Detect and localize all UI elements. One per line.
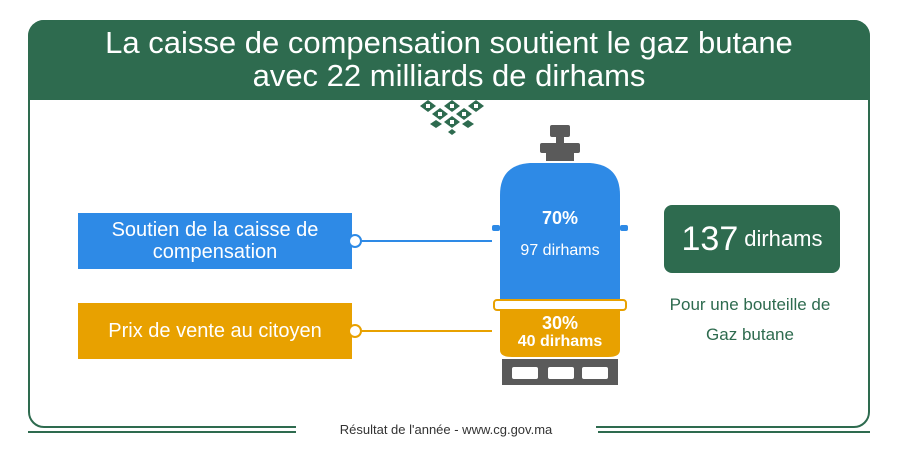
subsidy-percent: 70% xyxy=(541,208,579,228)
citizen-percent: 30% xyxy=(541,313,579,333)
footer-divider-right xyxy=(598,431,870,433)
page-title: La caisse de compensation soutient le ga… xyxy=(28,26,870,92)
title-line-1: La caisse de compensation soutient le ga… xyxy=(105,25,793,60)
footer-source: Résultat de l'année - www.cg.gov.ma xyxy=(296,422,596,437)
price-number: 137 xyxy=(681,219,739,258)
citizen-connector-dot xyxy=(348,324,362,338)
footer-divider-left xyxy=(28,431,298,433)
price-badge: 137 dirhams xyxy=(664,205,840,273)
header-banner xyxy=(28,20,870,100)
subsidy-label: Soutien de la caisse de compensation xyxy=(78,213,352,269)
price-unit: dirhams xyxy=(744,226,823,251)
subsidy-amount: 97 dirhams xyxy=(520,242,600,259)
citizen-price-label-text: Prix de vente au citoyen xyxy=(108,320,322,342)
gas-cylinder-icon xyxy=(492,125,628,385)
title-line-2: avec 22 milliards de dirhams xyxy=(252,58,646,93)
subsidy-connector-dot xyxy=(348,234,362,248)
price-caption-line-2: Gaz butane xyxy=(706,325,794,344)
price-caption-line-1: Pour une bouteille de xyxy=(669,295,831,314)
price-caption: Pour une bouteille de Gaz butane xyxy=(640,290,860,350)
citizen-connector xyxy=(352,330,492,332)
subsidy-label-text: Soutien de la caisse de compensation xyxy=(111,219,319,263)
ornament-icon xyxy=(420,100,484,135)
citizen-amount: 40 dirhams xyxy=(517,333,603,350)
subsidy-connector xyxy=(352,240,492,242)
citizen-price-label: Prix de vente au citoyen xyxy=(78,303,352,359)
